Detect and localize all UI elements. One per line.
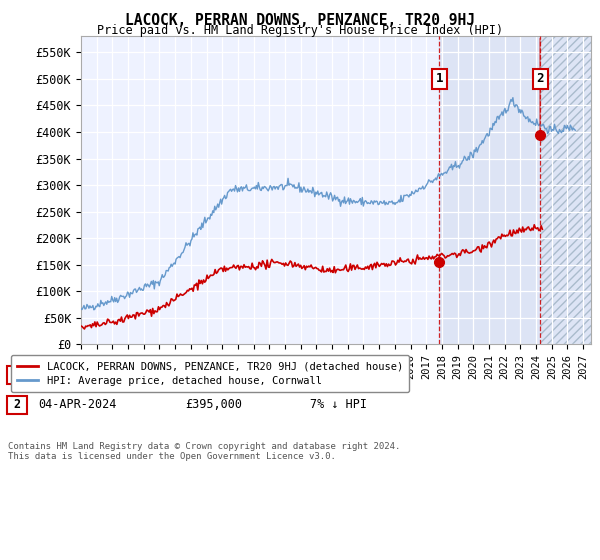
Text: 2: 2 [536,72,544,85]
Text: Price paid vs. HM Land Registry's House Price Index (HPI): Price paid vs. HM Land Registry's House … [97,24,503,37]
Text: 1: 1 [13,368,20,381]
Text: £155,000: £155,000 [185,368,242,381]
Text: 52% ↓ HPI: 52% ↓ HPI [310,368,374,381]
Text: Contains HM Land Registry data © Crown copyright and database right 2024.
This d: Contains HM Land Registry data © Crown c… [8,442,400,461]
Text: LACOCK, PERRAN DOWNS, PENZANCE, TR20 9HJ: LACOCK, PERRAN DOWNS, PENZANCE, TR20 9HJ [125,13,475,28]
Bar [439,36,540,344]
Bar [540,36,591,344]
Text: £395,000: £395,000 [185,399,242,412]
FancyBboxPatch shape [7,396,27,414]
Text: 03-NOV-2017: 03-NOV-2017 [38,368,116,381]
Text: 1: 1 [436,72,443,85]
Text: 2: 2 [13,399,20,412]
Text: 7% ↓ HPI: 7% ↓ HPI [310,399,367,412]
Text: 04-APR-2024: 04-APR-2024 [38,399,116,412]
Legend: LACOCK, PERRAN DOWNS, PENZANCE, TR20 9HJ (detached house), HPI: Average price, d: LACOCK, PERRAN DOWNS, PENZANCE, TR20 9HJ… [11,355,409,392]
FancyBboxPatch shape [7,366,27,384]
